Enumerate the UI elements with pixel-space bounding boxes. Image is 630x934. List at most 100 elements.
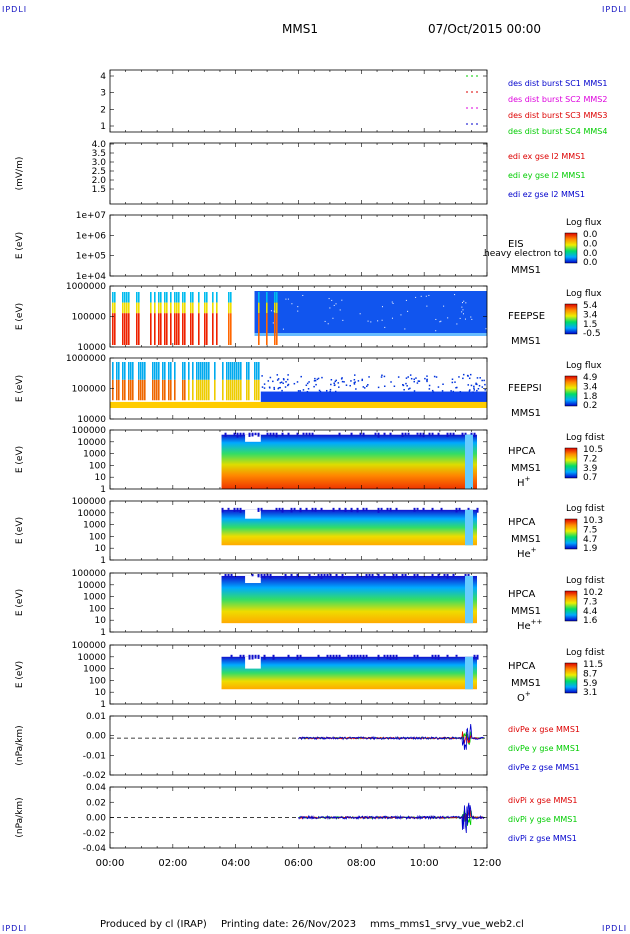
- hpca_he2-speck: [431, 573, 434, 577]
- feepse-stripe: [276, 313, 278, 345]
- hpca_o-speck: [263, 654, 266, 660]
- feepsi-stripe: [246, 362, 248, 380]
- feepsi-speck: [263, 383, 266, 385]
- y-axis-label: E (eV): [15, 375, 25, 402]
- y-tick-label: -0.01: [83, 751, 106, 761]
- feepse-stripe: [178, 313, 180, 345]
- hpca_he1-speck: [257, 507, 260, 512]
- hpca_o-speck: [413, 654, 416, 658]
- feepsi-speck: [484, 383, 486, 386]
- feepsi-stripe: [256, 362, 258, 380]
- y-tick-label: 10: [95, 688, 107, 698]
- feepsi-stripe: [188, 362, 190, 380]
- feepsi-speck: [431, 389, 434, 392]
- feepse-stripe: [206, 313, 208, 345]
- feepsi-speck: [308, 381, 310, 383]
- feepsi-stripe: [240, 379, 242, 401]
- hpca_h-speck: [446, 432, 449, 437]
- feepsi-stripe: [184, 379, 186, 401]
- feepse-stripe: [276, 292, 278, 303]
- hpca_he2-speck: [377, 573, 380, 578]
- colorbar-title: Log fdist: [566, 433, 605, 443]
- y-tick-label: 1.5: [92, 185, 106, 195]
- hpca_h-speck: [269, 432, 272, 437]
- hpca_h-speck: [389, 432, 392, 436]
- feepse-stripe: [150, 313, 152, 345]
- feepsi-stripe: [238, 379, 240, 401]
- feepsi-stripe: [214, 379, 216, 401]
- feepse-stripe: [276, 302, 278, 314]
- legend-entry: divPe y gse MMS1: [508, 744, 580, 753]
- feepsi-speck: [426, 380, 428, 383]
- y-tick-label: 2: [100, 105, 106, 115]
- hpca_he1-speck: [365, 507, 368, 511]
- watermark-bottom-left: IPDLI: [2, 924, 28, 933]
- feepsi-speck: [319, 390, 322, 393]
- hpca_h-speck: [464, 432, 467, 436]
- feepsi-band: [110, 401, 487, 409]
- feepsi-stripe: [238, 362, 240, 380]
- hpca_h-speck: [407, 432, 410, 435]
- feepsi-speck: [393, 385, 396, 388]
- hpca_he2-speck: [224, 573, 227, 577]
- hpca_o-speck: [389, 654, 392, 660]
- colorbar-tick: 0.2: [583, 401, 597, 411]
- colorbar-tick: 3.9: [583, 464, 598, 474]
- feepsi-stripe: [130, 362, 132, 380]
- feepse-stripe: [230, 302, 232, 314]
- feepsi-speck: [357, 380, 360, 382]
- feepsi-speck: [333, 384, 336, 387]
- feepsi-stripe: [196, 362, 198, 380]
- hpca_he2-speck: [290, 573, 293, 577]
- feepsi-speck: [353, 382, 356, 384]
- feepsi-stripe: [112, 379, 114, 401]
- hpca_h-speck: [254, 432, 257, 436]
- hpca_o-speck: [395, 654, 398, 660]
- colorbar-tick: 8.7: [583, 669, 597, 679]
- feepse-gap: [335, 303, 337, 305]
- feepsi-speck: [366, 385, 368, 388]
- feepsi-speck: [313, 380, 316, 382]
- feepse-stripe: [178, 292, 180, 303]
- feepse-stripe: [230, 292, 232, 303]
- feepsi-speck: [361, 379, 363, 382]
- feepsi-stripe: [118, 362, 120, 380]
- feepsi-stripe: [164, 379, 166, 401]
- feepse-gap: [381, 306, 383, 308]
- feepsi-speck: [433, 375, 436, 378]
- legend-entry: des dist burst SC3 MMS3: [508, 111, 607, 120]
- x-tick-label: 04:00: [221, 858, 250, 869]
- hpca_o-speck: [299, 654, 302, 658]
- feepsi-speck: [475, 383, 477, 385]
- feepsi-speck: [272, 380, 274, 383]
- feepse-stripe: [166, 292, 168, 303]
- feepsi-speck: [409, 387, 411, 390]
- hpca_he2-speck: [326, 573, 329, 577]
- y-tick-label: 10: [95, 473, 107, 483]
- feepse-stripe: [128, 313, 130, 345]
- hpca_he2-speck: [335, 573, 338, 578]
- feepsi-stripe: [208, 362, 210, 380]
- feepsi-stripe: [174, 362, 176, 380]
- species-label: He++: [517, 618, 543, 632]
- feepsi-stripe: [162, 379, 164, 401]
- hpca_he1-speck: [233, 507, 236, 512]
- y-axis-label: E (eV): [15, 446, 25, 473]
- hpca_o-edge: [465, 656, 474, 690]
- hpca_he2-speck: [266, 573, 269, 577]
- y-tick-label: 1000: [83, 521, 106, 531]
- hpca_he1-speck: [422, 507, 425, 510]
- hpca_h-speck: [404, 432, 407, 436]
- feepse-stripe: [176, 313, 178, 345]
- hpca_h-speck: [428, 432, 431, 436]
- colorbar-title: Log flux: [566, 361, 602, 371]
- colorbar: [564, 232, 578, 264]
- hpca_he1-speck: [416, 507, 419, 510]
- hpca_h-speck: [374, 432, 377, 436]
- hpca_he2-speck: [437, 573, 440, 578]
- hpca_he2-speck: [284, 573, 287, 579]
- feepse-gap: [470, 316, 472, 318]
- legend-entry: des dist burst SC2 MMS2: [508, 95, 607, 104]
- hpca_he2-gap: [245, 575, 261, 584]
- feepsi-stripe: [258, 362, 260, 380]
